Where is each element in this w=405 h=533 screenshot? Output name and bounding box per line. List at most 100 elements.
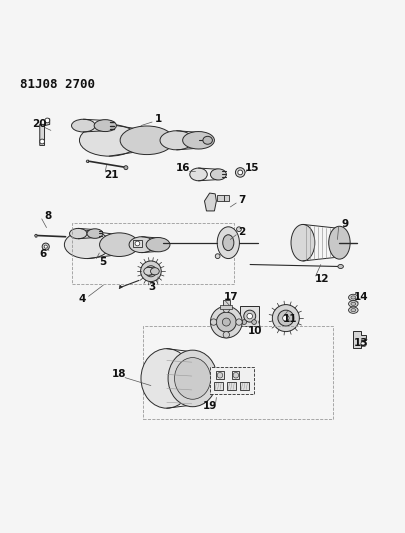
Polygon shape [119, 285, 122, 289]
Bar [213, 382, 223, 390]
Text: 21: 21 [104, 170, 119, 180]
Bar [72, 223, 234, 285]
Text: 11: 11 [283, 314, 297, 324]
Text: 15: 15 [245, 163, 260, 173]
Text: 18: 18 [112, 369, 126, 379]
Bar [220, 305, 232, 309]
Circle shape [141, 261, 161, 281]
Text: 6: 6 [39, 249, 47, 259]
Circle shape [211, 319, 217, 325]
Circle shape [236, 319, 242, 325]
Bar [224, 195, 230, 201]
Text: 8: 8 [44, 211, 51, 221]
Ellipse shape [129, 237, 154, 253]
Circle shape [223, 306, 230, 312]
Circle shape [244, 310, 256, 322]
Ellipse shape [351, 302, 356, 305]
Text: 2: 2 [239, 227, 246, 237]
Ellipse shape [70, 229, 87, 239]
Bar [227, 382, 236, 390]
Circle shape [215, 254, 220, 259]
Circle shape [247, 313, 252, 319]
Ellipse shape [146, 238, 170, 252]
Text: 12: 12 [314, 274, 329, 284]
Circle shape [233, 373, 239, 378]
Circle shape [211, 306, 242, 338]
Circle shape [217, 373, 223, 378]
Circle shape [42, 243, 49, 250]
Ellipse shape [151, 268, 159, 275]
Circle shape [223, 332, 230, 338]
Ellipse shape [291, 224, 315, 261]
Ellipse shape [87, 229, 103, 238]
Ellipse shape [351, 296, 356, 299]
Text: 3: 3 [148, 282, 156, 292]
Text: 16: 16 [176, 163, 191, 173]
Bar [211, 367, 254, 394]
Text: 9: 9 [341, 219, 348, 229]
Circle shape [242, 320, 247, 325]
Ellipse shape [349, 307, 358, 313]
Ellipse shape [64, 231, 111, 259]
Circle shape [40, 139, 45, 144]
Ellipse shape [349, 301, 358, 307]
Circle shape [135, 241, 140, 246]
Polygon shape [205, 193, 216, 211]
Ellipse shape [349, 294, 358, 301]
Text: 7: 7 [239, 195, 246, 205]
Circle shape [44, 245, 47, 248]
Circle shape [237, 227, 241, 232]
Circle shape [278, 310, 294, 326]
Circle shape [238, 170, 243, 175]
Ellipse shape [203, 136, 213, 144]
Polygon shape [352, 331, 367, 348]
Ellipse shape [190, 168, 207, 181]
Circle shape [283, 315, 289, 321]
Circle shape [235, 168, 245, 177]
Bar [232, 372, 239, 379]
Ellipse shape [338, 264, 343, 269]
Ellipse shape [94, 119, 116, 132]
Ellipse shape [211, 169, 226, 180]
Ellipse shape [141, 349, 193, 408]
Circle shape [252, 320, 256, 325]
Ellipse shape [183, 132, 214, 149]
Polygon shape [86, 160, 89, 163]
Ellipse shape [72, 119, 95, 132]
Bar [216, 372, 224, 379]
Ellipse shape [79, 124, 139, 156]
Text: 17: 17 [224, 293, 239, 302]
Ellipse shape [329, 226, 350, 259]
Ellipse shape [351, 309, 356, 312]
Ellipse shape [100, 233, 139, 256]
Circle shape [216, 312, 236, 332]
Bar [240, 306, 259, 326]
Bar [217, 195, 224, 201]
Ellipse shape [124, 166, 128, 169]
Text: 19: 19 [202, 401, 217, 411]
Text: 13: 13 [354, 338, 369, 348]
Text: 14: 14 [354, 293, 369, 302]
Text: 81J08 2700: 81J08 2700 [20, 78, 95, 91]
Polygon shape [34, 235, 37, 237]
Circle shape [145, 266, 156, 277]
Ellipse shape [144, 267, 154, 275]
Bar [143, 326, 333, 419]
Circle shape [222, 318, 230, 326]
Ellipse shape [223, 235, 234, 251]
Bar [133, 239, 142, 247]
Ellipse shape [175, 358, 211, 399]
Circle shape [45, 118, 50, 123]
Ellipse shape [217, 227, 239, 259]
Circle shape [272, 304, 299, 332]
Text: 5: 5 [99, 257, 106, 266]
Text: 20: 20 [32, 119, 46, 130]
Text: 10: 10 [247, 326, 262, 336]
Ellipse shape [168, 350, 217, 407]
Bar [223, 300, 230, 306]
Text: 1: 1 [154, 114, 162, 124]
Bar [240, 382, 249, 390]
Circle shape [361, 341, 367, 346]
Ellipse shape [160, 131, 193, 150]
Text: 4: 4 [79, 294, 86, 304]
